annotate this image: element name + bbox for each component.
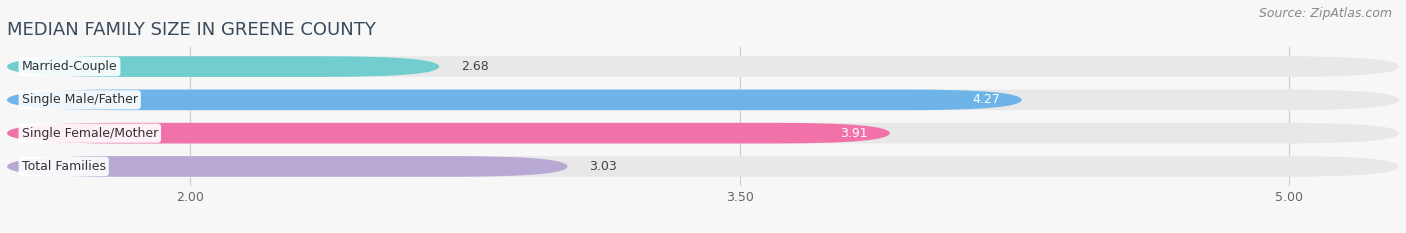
FancyBboxPatch shape xyxy=(7,56,439,77)
Text: Source: ZipAtlas.com: Source: ZipAtlas.com xyxy=(1258,7,1392,20)
Text: MEDIAN FAMILY SIZE IN GREENE COUNTY: MEDIAN FAMILY SIZE IN GREENE COUNTY xyxy=(7,21,375,39)
Text: 3.91: 3.91 xyxy=(841,127,868,140)
Text: 4.27: 4.27 xyxy=(972,93,1000,106)
FancyBboxPatch shape xyxy=(7,123,1399,144)
Text: Single Female/Mother: Single Female/Mother xyxy=(21,127,157,140)
Text: Total Families: Total Families xyxy=(21,160,105,173)
FancyBboxPatch shape xyxy=(7,56,1399,77)
FancyBboxPatch shape xyxy=(7,156,1399,177)
FancyBboxPatch shape xyxy=(7,123,890,144)
FancyBboxPatch shape xyxy=(7,156,568,177)
FancyBboxPatch shape xyxy=(7,89,1399,110)
Text: Married-Couple: Married-Couple xyxy=(21,60,117,73)
Text: 3.03: 3.03 xyxy=(589,160,617,173)
Text: 2.68: 2.68 xyxy=(461,60,489,73)
Text: Single Male/Father: Single Male/Father xyxy=(21,93,138,106)
FancyBboxPatch shape xyxy=(7,89,1022,110)
